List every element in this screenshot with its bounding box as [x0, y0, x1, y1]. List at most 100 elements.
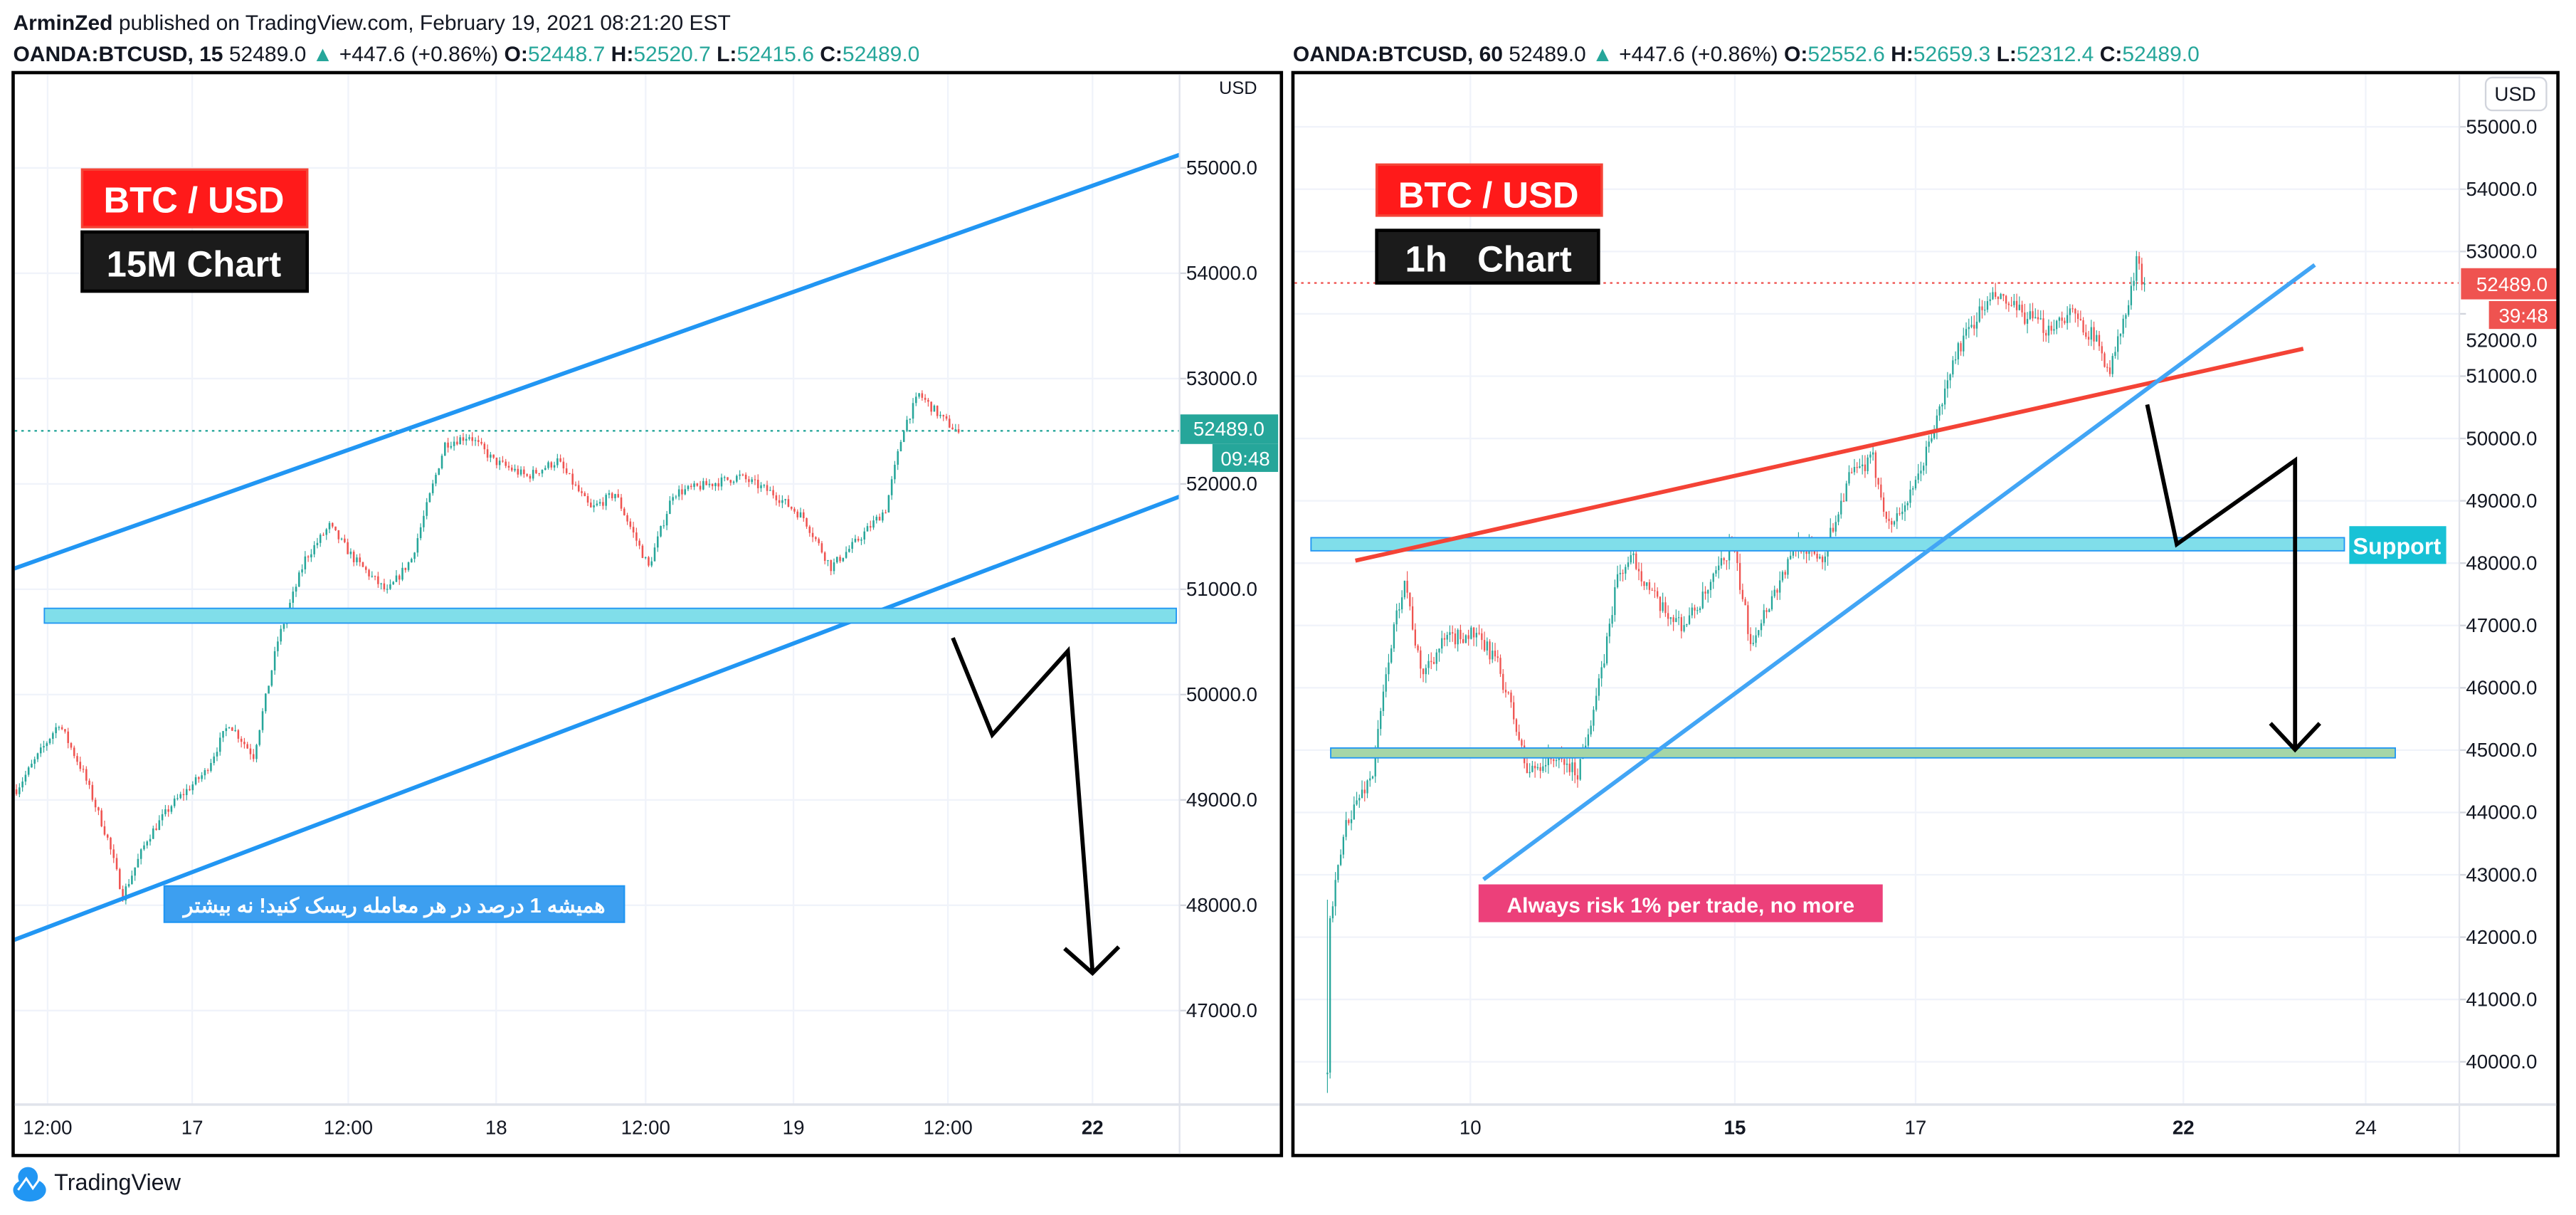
candle	[1382, 684, 1385, 716]
candle	[149, 834, 152, 846]
candle	[270, 670, 273, 688]
right-price-axis[interactable]: 55000.0 54000.0 53000.0 52000.0 51000.0 50000…	[2459, 115, 2537, 1073]
timeframe-box[interactable]	[80, 230, 310, 293]
candle	[754, 475, 756, 485]
candle	[60, 725, 63, 730]
candle	[1637, 562, 1640, 581]
projection-path[interactable]	[2145, 404, 2298, 750]
candle	[1960, 341, 1962, 356]
candle	[2042, 310, 2044, 342]
candle	[1657, 587, 1659, 599]
price-tick-label: 49000.0	[2466, 490, 2537, 512]
candle	[1943, 379, 1946, 410]
candle	[1896, 507, 1898, 530]
candle	[1816, 550, 1818, 562]
candle	[392, 581, 394, 585]
candle	[1400, 590, 1403, 614]
candle	[52, 731, 54, 745]
candle	[328, 521, 331, 534]
candle	[91, 782, 94, 802]
candle	[784, 498, 786, 505]
support-trendline[interactable]	[1482, 263, 2316, 881]
candle	[234, 725, 236, 732]
candle	[1995, 283, 1997, 300]
candle	[2111, 353, 2113, 377]
right-currency-button[interactable]	[2484, 76, 2548, 112]
candle	[24, 771, 27, 786]
h-label: H:	[1891, 43, 1913, 66]
candle	[158, 815, 161, 831]
candle	[1526, 757, 1529, 774]
tradingview-logo[interactable]: TradingView	[13, 1167, 181, 1202]
candle	[39, 743, 42, 757]
timeframe-box[interactable]	[1375, 228, 1600, 285]
candle	[377, 572, 379, 588]
candle	[31, 759, 33, 768]
candle	[413, 552, 416, 563]
candle	[1986, 296, 1989, 313]
brand-name: TradingView	[54, 1169, 181, 1195]
candle	[702, 478, 704, 490]
candle	[1358, 794, 1361, 808]
right-time-axis[interactable]: 10 15 17 22 24	[1459, 1116, 2377, 1138]
publish-info: ArminZed published on TradingView.com, F…	[13, 11, 730, 35]
candle	[1707, 589, 1709, 603]
candle	[2034, 308, 2037, 319]
left-time-axis[interactable]: 12:00 17 12:00 18 12:00 19 12:00 22	[23, 1116, 1103, 1138]
candle	[1331, 901, 1334, 922]
candle	[936, 405, 939, 419]
candle	[1611, 606, 1613, 628]
candle	[2005, 295, 2007, 310]
right-price-tag	[2461, 268, 2558, 300]
candle	[1662, 592, 1664, 613]
right-symbol: OANDA:BTCUSD, 60	[1293, 43, 1503, 66]
channel-upper-line[interactable]	[13, 152, 1180, 571]
channel-lower-line[interactable]	[13, 494, 1180, 942]
candle	[909, 418, 912, 424]
candle	[1683, 616, 1685, 633]
candle	[2090, 320, 2092, 347]
candle	[1819, 554, 1821, 559]
candle	[872, 515, 875, 530]
candle	[915, 392, 917, 406]
support-zone[interactable]	[43, 607, 1177, 624]
candle	[1598, 673, 1600, 701]
candle	[319, 533, 322, 547]
candle	[444, 441, 446, 456]
resistance-trendline[interactable]	[1355, 347, 2304, 563]
candle	[1912, 485, 1914, 496]
right-high: 52659.3	[1913, 43, 1990, 66]
candle	[404, 567, 407, 573]
projection-path[interactable]	[951, 637, 1095, 972]
title-box[interactable]	[1375, 163, 1603, 217]
candle	[1542, 757, 1544, 773]
candle	[21, 777, 23, 792]
candle	[119, 868, 121, 890]
candle	[918, 392, 920, 399]
title-box[interactable]	[80, 168, 309, 228]
left-last: 52489.0	[229, 43, 306, 66]
candle	[766, 480, 769, 495]
candle	[1856, 462, 1858, 473]
candle	[1462, 632, 1464, 644]
risk-note-box[interactable]	[1478, 884, 1883, 922]
candle	[951, 424, 954, 430]
candle	[1752, 635, 1754, 646]
candle	[79, 756, 82, 772]
candle	[1749, 627, 1752, 651]
price-tick-label: 41000.0	[2466, 988, 2537, 1010]
c-label: C:	[2100, 43, 2123, 66]
target-zone[interactable]	[1330, 747, 2396, 759]
support-zone[interactable]	[1310, 537, 2345, 552]
time-tick-label: 22	[2173, 1116, 2195, 1138]
risk-note-box[interactable]	[163, 885, 625, 923]
candle	[1614, 579, 1616, 622]
left-price-axis[interactable]: 55000.0 54000.0 53000.0 52000.0 51000.0 50000…	[1179, 157, 1257, 1021]
author-name[interactable]: ArminZed	[13, 11, 112, 35]
candle	[450, 441, 453, 450]
candle	[2013, 294, 2015, 308]
candle	[2053, 320, 2055, 335]
candle	[1574, 754, 1576, 784]
candle	[313, 541, 315, 558]
support-label-box[interactable]	[2349, 526, 2446, 564]
